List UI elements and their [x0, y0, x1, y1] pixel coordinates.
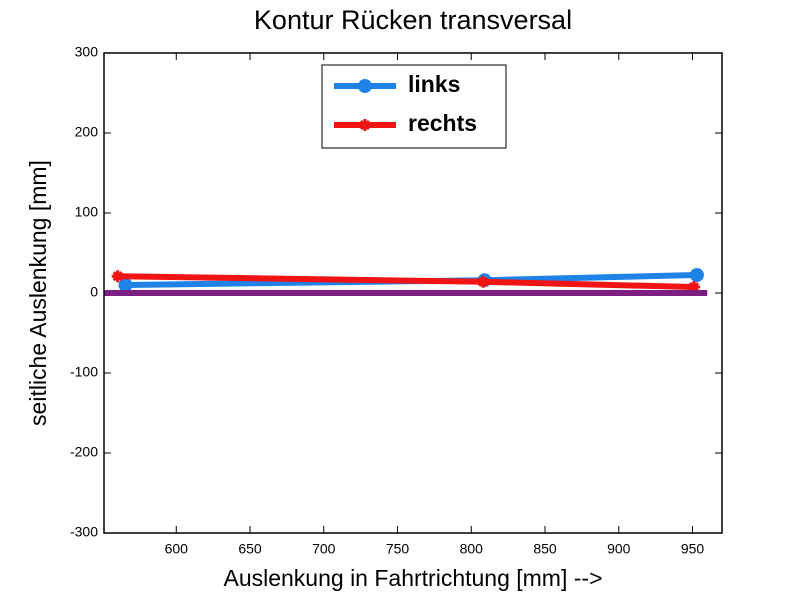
y-tick-label: 100 [75, 204, 99, 220]
point [687, 281, 700, 293]
x-tick-label: 850 [533, 541, 557, 557]
y-tick-label: 300 [75, 44, 99, 60]
legend-label: rechts [408, 110, 477, 136]
point [689, 268, 704, 282]
legend-box [321, 64, 507, 149]
point [118, 278, 133, 292]
axes-box [103, 52, 723, 534]
legend-label: links [408, 71, 460, 97]
legend-marker [358, 79, 372, 93]
legend-marker [359, 119, 371, 131]
point [477, 275, 490, 288]
chart-title: Kontur Rücken transversal [254, 5, 572, 35]
y-tick-label: 0 [90, 284, 98, 300]
y-tick-label: 200 [75, 124, 99, 140]
x-axis-label: Auslenkung in Fahrtrichtung [mm] --> [223, 565, 602, 591]
y-tick-label: -300 [70, 524, 98, 540]
y-axis-label: seitliche Auslenkung [mm] [25, 160, 51, 426]
y-tick-label: -200 [70, 444, 98, 460]
x-tick-label: 650 [238, 541, 262, 557]
point [111, 270, 124, 283]
x-tick-label: 950 [681, 541, 705, 557]
x-tick-label: 600 [165, 541, 189, 557]
y-tick-label: -100 [70, 364, 98, 380]
x-tick-label: 900 [607, 541, 631, 557]
x-tick-label: 800 [460, 541, 484, 557]
x-tick-label: 750 [386, 541, 410, 557]
x-tick-label: 700 [312, 541, 336, 557]
